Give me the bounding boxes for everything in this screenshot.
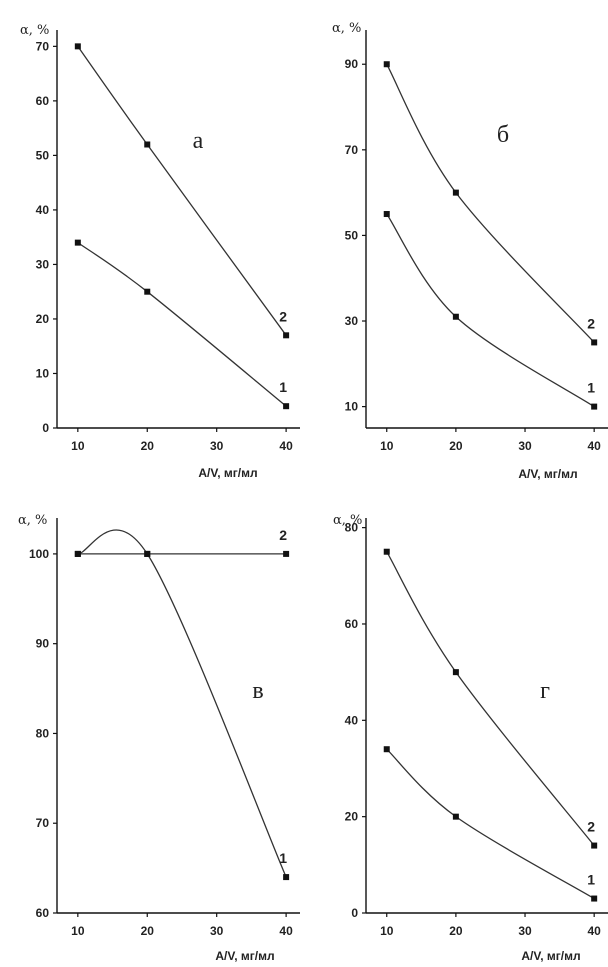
series-2-label: 2	[279, 527, 287, 543]
y-tick-label: 70	[36, 39, 50, 53]
panel-letter: а	[193, 128, 204, 154]
chart-panel-1: 0 10 20 30 40 50 60 70 10 20 30 40 α, % A/V, мг/мл а 1 2	[20, 23, 300, 480]
x-tick-label: 40	[587, 924, 601, 938]
series-2-label: 2	[279, 308, 287, 324]
chart-panel-2: 10 30 50 70 90 10 20 30 40 α, % A/V, мг/мл б 1 2	[332, 21, 608, 481]
series-1-point	[452, 813, 459, 820]
series-2-point	[74, 43, 81, 50]
x-tick-label: 40	[587, 439, 601, 453]
series-2-point	[283, 332, 290, 339]
series-1-point	[74, 239, 81, 246]
x-tick-label: 30	[210, 439, 224, 453]
panel-letter: в	[252, 678, 263, 704]
x-tick-label: 30	[518, 924, 532, 938]
series-2-label: 2	[587, 315, 595, 331]
y-axis-title: α, %	[333, 513, 362, 528]
series-2-point	[144, 550, 151, 557]
x-tick-label: 20	[449, 439, 463, 453]
series-1-line	[386, 748, 595, 900]
y-axis-title: α, %	[20, 23, 49, 38]
series-1-point	[452, 313, 459, 320]
y-tick-label: 80	[36, 726, 50, 740]
series-2-line	[386, 63, 595, 343]
x-tick-label: 20	[449, 924, 463, 938]
series-2-point	[383, 548, 390, 555]
y-tick-label: 90	[36, 637, 50, 651]
series-1-point	[591, 895, 598, 902]
series-1-line	[77, 242, 287, 407]
y-tick-label: 40	[36, 203, 50, 217]
series-1-point	[383, 211, 390, 218]
series-1-label: 1	[587, 380, 595, 396]
y-tick-label: 70	[36, 816, 50, 830]
y-tick-label: 30	[36, 257, 50, 271]
x-axis-title: A/V, мг/мл	[518, 467, 577, 481]
x-tick-label: 10	[380, 924, 394, 938]
x-tick-label: 10	[71, 924, 85, 938]
series-2-point	[452, 189, 459, 196]
x-tick-label: 30	[518, 439, 532, 453]
y-tick-label: 50	[345, 228, 359, 242]
series-2-line	[77, 45, 287, 336]
series-2-point	[591, 842, 598, 849]
series-1-point	[283, 403, 290, 410]
series-2-point	[383, 61, 390, 68]
x-tick-label: 10	[71, 439, 85, 453]
x-tick-label: 20	[141, 439, 155, 453]
x-tick-label: 10	[380, 439, 394, 453]
series-1-label: 1	[587, 872, 595, 888]
y-tick-label: 10	[36, 366, 50, 380]
series-1-label: 1	[279, 850, 287, 866]
panel-letter: б	[497, 122, 509, 148]
x-tick-label: 20	[141, 924, 155, 938]
series-1-line	[77, 529, 287, 878]
x-axis-title: A/V, мг/мл	[521, 949, 580, 963]
series-2-point	[144, 141, 151, 148]
x-tick-label: 30	[210, 924, 224, 938]
series-1-point	[591, 403, 598, 410]
y-tick-label: 10	[345, 400, 359, 414]
y-tick-label: 50	[36, 148, 50, 162]
x-axis-title: A/V, мг/мл	[198, 466, 257, 480]
y-tick-label: 100	[29, 547, 49, 561]
y-tick-label: 0	[351, 906, 358, 920]
y-tick-label: 70	[345, 143, 359, 157]
y-tick-label: 30	[345, 314, 359, 328]
y-tick-label: 60	[36, 906, 50, 920]
y-tick-label: 0	[42, 421, 49, 435]
series-1-point	[383, 746, 390, 753]
series-1-point	[283, 874, 290, 881]
series-2-point	[283, 550, 290, 557]
series-2-line	[386, 551, 595, 846]
y-tick-label: 90	[345, 57, 359, 71]
series-1-label: 1	[279, 379, 287, 395]
series-2-point	[591, 339, 598, 346]
y-tick-label: 20	[36, 312, 50, 326]
chart-panel-4: 0 20 40 60 80 10 20 30 40 α, % A/V, мг/мл г 1 2	[333, 513, 608, 963]
chart-panel-3: 60 70 80 90 100 10 20 30 40 α, % A/V, мг/мл в 1 2	[18, 513, 300, 963]
x-tick-label: 40	[279, 924, 293, 938]
x-axis-title: A/V, мг/мл	[215, 949, 274, 963]
series-1-point	[144, 288, 151, 295]
series-2-label: 2	[587, 819, 595, 835]
x-tick-label: 40	[279, 439, 293, 453]
y-axis-title: α, %	[18, 513, 47, 528]
panel-letter: г	[540, 678, 550, 704]
series-2-point	[452, 669, 459, 676]
y-tick-label: 60	[36, 94, 50, 108]
y-tick-label: 20	[345, 810, 359, 824]
y-tick-label: 60	[345, 617, 359, 631]
series-2-point	[74, 550, 81, 557]
y-tick-label: 80	[345, 521, 359, 535]
y-axis-title: α, %	[332, 21, 361, 36]
y-tick-label: 40	[345, 713, 359, 727]
